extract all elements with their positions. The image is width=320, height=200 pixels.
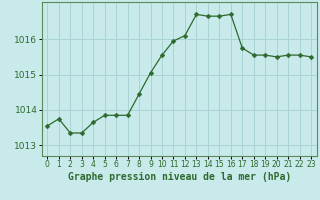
- X-axis label: Graphe pression niveau de la mer (hPa): Graphe pression niveau de la mer (hPa): [68, 172, 291, 182]
